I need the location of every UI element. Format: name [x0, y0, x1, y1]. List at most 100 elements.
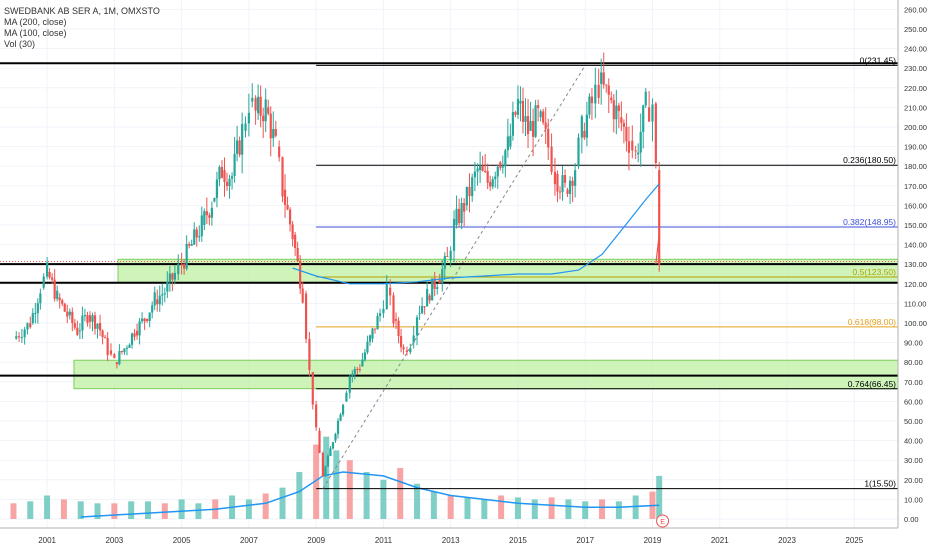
candle-body: [259, 96, 262, 116]
candle-body: [138, 321, 141, 336]
candle-body: [423, 306, 426, 308]
candle-body: [262, 115, 265, 122]
candle-body: [238, 140, 241, 155]
y-tick-label: 170.00: [904, 182, 927, 191]
candle-body: [339, 414, 342, 421]
earnings-marker-icon: [656, 514, 670, 528]
candle-body: [521, 100, 525, 122]
candle-body: [63, 303, 66, 312]
candle-body: [561, 175, 564, 193]
candle-body: [223, 170, 226, 182]
candle-body: [368, 335, 372, 342]
candle-body: [389, 287, 392, 296]
fib-level-label: 0(231.45): [860, 55, 897, 65]
legend-ma-100[interactable]: MA (100, close): [4, 28, 67, 38]
candle-body: [341, 404, 345, 415]
candle-body: [143, 318, 146, 322]
candle-body: [648, 107, 651, 122]
legend-volume[interactable]: Vol (30): [4, 39, 36, 49]
volume-bar: [498, 495, 505, 519]
volume-bar: [144, 501, 151, 519]
x-tick-label: 2001: [38, 536, 56, 545]
candle-body: [455, 208, 458, 225]
candle-body: [318, 430, 321, 453]
candle-body: [446, 256, 449, 258]
candle-body: [241, 123, 244, 155]
candle-body: [331, 442, 335, 449]
x-tick-label: 2013: [442, 536, 460, 545]
candle-body: [563, 175, 567, 183]
volume-bar: [245, 499, 252, 519]
candle-body: [190, 243, 193, 246]
candle-body: [51, 277, 54, 280]
candle-body: [494, 176, 497, 180]
support-zone: [117, 258, 899, 284]
chart-legend: SWEDBANK AB SER A, 1M, OMXSTO MA (200, c…: [4, 6, 160, 50]
candle-body: [553, 171, 557, 185]
candle-body: [382, 308, 385, 314]
candle-body: [516, 98, 520, 115]
candle-body: [236, 140, 239, 154]
candle-body: [213, 198, 216, 202]
candle-body: [177, 264, 180, 274]
candle-body: [392, 295, 395, 324]
candle-body: [597, 84, 600, 98]
candle-body: [376, 315, 379, 330]
candle-body: [348, 376, 351, 393]
symbol-title: SWEDBANK AB SER A, 1M, OMXSTO: [4, 6, 160, 16]
candle-body: [577, 137, 580, 167]
volume-bar: [333, 450, 340, 519]
candle-body: [568, 180, 572, 194]
candle-body: [479, 166, 482, 171]
candle-body: [171, 273, 174, 280]
volume-bar: [313, 444, 320, 519]
candle-body: [600, 72, 603, 84]
candle-body: [558, 191, 562, 193]
candle-body: [566, 189, 569, 194]
candle-body: [556, 174, 559, 192]
volume-bar: [656, 475, 663, 519]
candle-body: [254, 97, 257, 111]
candle-body: [195, 229, 198, 238]
candle-body: [353, 368, 356, 374]
candle-body: [36, 303, 39, 314]
volume-bar: [632, 495, 639, 519]
y-tick-label: 150.00: [904, 221, 927, 230]
y-tick-label: 50.00: [904, 417, 923, 426]
x-tick-label: 2009: [307, 536, 325, 545]
legend-ma-200[interactable]: MA (200, close): [4, 17, 67, 27]
candle-body: [101, 330, 104, 338]
candle-body: [363, 352, 367, 360]
volume-bar: [548, 497, 555, 519]
candle-body: [418, 313, 421, 315]
volume-ma-line: [80, 471, 660, 518]
candle-body: [580, 116, 583, 138]
y-tick-label: 30.00: [904, 456, 923, 465]
price-axis[interactable]: 0.00 10.00 20.00 30.00 40.00 50.00 60.00 70.00 8…: [897, 0, 932, 550]
volume-bar: [44, 495, 51, 519]
volume-bar: [94, 503, 101, 519]
candle-body: [130, 333, 134, 345]
candle-body: [205, 211, 208, 216]
fib-level-label: 0.236(180.50): [843, 155, 896, 165]
x-tick-label: 2005: [173, 536, 191, 545]
candle-body: [449, 250, 452, 261]
candle-body: [29, 323, 32, 328]
candle-body: [86, 315, 89, 323]
candle-body: [438, 279, 441, 283]
y-tick-label: 20.00: [904, 476, 923, 485]
candle-body: [153, 292, 156, 306]
candle-body: [247, 112, 250, 124]
candle-body: [283, 189, 287, 205]
candle-body: [514, 112, 517, 115]
candle-body: [106, 338, 109, 356]
candle-body: [358, 368, 361, 370]
y-tick-label: 0.00: [904, 515, 919, 524]
candle-body: [93, 315, 97, 329]
time-axis[interactable]: 2001 2003 2005 2007 2009 2011 2013 2015 2017 2019…: [0, 527, 898, 545]
candle-body: [71, 311, 74, 324]
x-tick-label: 2017: [576, 536, 594, 545]
volume-bar: [178, 499, 185, 519]
volume-bar: [363, 471, 370, 519]
